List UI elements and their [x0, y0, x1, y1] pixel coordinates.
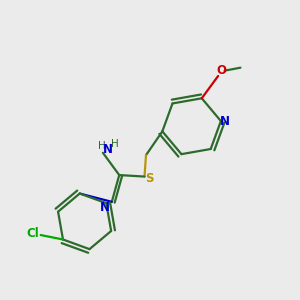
- Text: O: O: [216, 64, 226, 77]
- Text: N: N: [103, 143, 113, 156]
- Text: N: N: [220, 115, 230, 128]
- Text: H: H: [111, 139, 119, 149]
- Text: N: N: [100, 201, 110, 214]
- Text: S: S: [146, 172, 154, 184]
- Text: H: H: [98, 141, 105, 151]
- Text: Cl: Cl: [26, 227, 39, 240]
